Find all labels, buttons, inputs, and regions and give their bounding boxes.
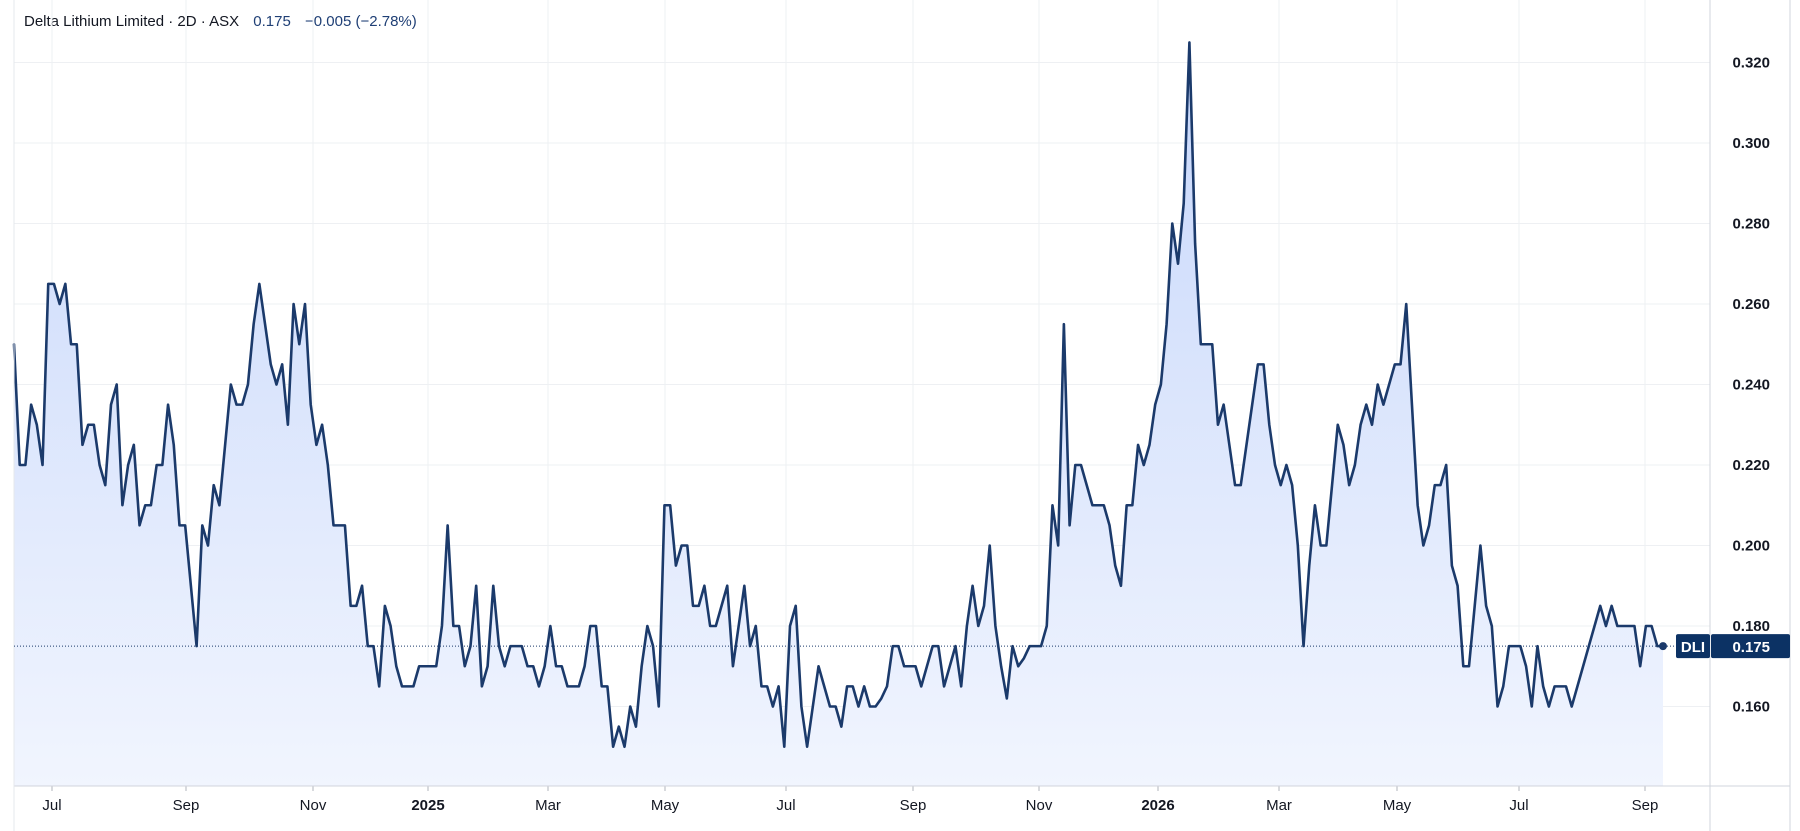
x-tick-label: Mar — [1266, 797, 1292, 814]
x-tick-label: Sep — [1632, 797, 1659, 814]
price-change: −0.005 (−2.78%) — [305, 13, 417, 30]
x-tick-label: May — [651, 797, 680, 814]
y-tick-label: 0.160 — [1732, 699, 1770, 716]
x-tick-label: 2026 — [1141, 797, 1174, 814]
x-tick-label: Sep — [173, 797, 200, 814]
last-price-dot — [1659, 642, 1667, 651]
price-value: 0.175 — [253, 13, 291, 30]
x-tick-label: Nov — [1026, 797, 1053, 814]
x-tick-label: 2025 — [411, 797, 444, 814]
y-tick-label: 0.240 — [1732, 377, 1770, 394]
last-price-label: 0.175 — [1732, 639, 1770, 656]
x-tick-label: Nov — [300, 797, 327, 814]
x-tick-label: Jul — [42, 797, 61, 814]
x-tick-label: Sep — [900, 797, 927, 814]
ticker-label: DLI — [1681, 639, 1705, 656]
interval-label: 2D — [177, 13, 197, 30]
y-tick-label: 0.280 — [1732, 216, 1770, 233]
ticker-label-bg — [1676, 634, 1710, 659]
area-layer — [12, 41, 1665, 787]
y-tick-label: 0.200 — [1732, 538, 1770, 555]
y-tick-label: 0.300 — [1732, 135, 1770, 152]
header-separator: · — [168, 13, 178, 30]
symbol-name: Delta Lithium Limited — [24, 13, 165, 30]
header-separator: · — [200, 13, 210, 30]
x-tick-label: Mar — [535, 797, 561, 814]
exchange-label: ASX — [209, 13, 240, 30]
label-layer: DLI 0.175 — [14, 634, 1790, 659]
last-price-label-bg — [1711, 634, 1790, 659]
x-tick-label: Jul — [1509, 797, 1528, 814]
y-tick-label: 0.320 — [1732, 55, 1770, 72]
chart-header: Delta Lithium Limited · 2D · ASX 0.175 −… — [24, 13, 417, 30]
x-tick-label: Jul — [776, 797, 795, 814]
y-tick-label: 0.220 — [1732, 457, 1770, 474]
axis-layer: 0.160 0.180 0.200 0.220 0.240 0.260 0.280 0.300… — [13, 0, 1791, 831]
y-tick-label: 0.180 — [1732, 618, 1770, 635]
y-tick-label: 0.260 — [1732, 296, 1770, 313]
price-line — [12, 41, 1665, 749]
x-tick-label: May — [1383, 797, 1412, 814]
price-area-fill — [14, 42, 1663, 787]
